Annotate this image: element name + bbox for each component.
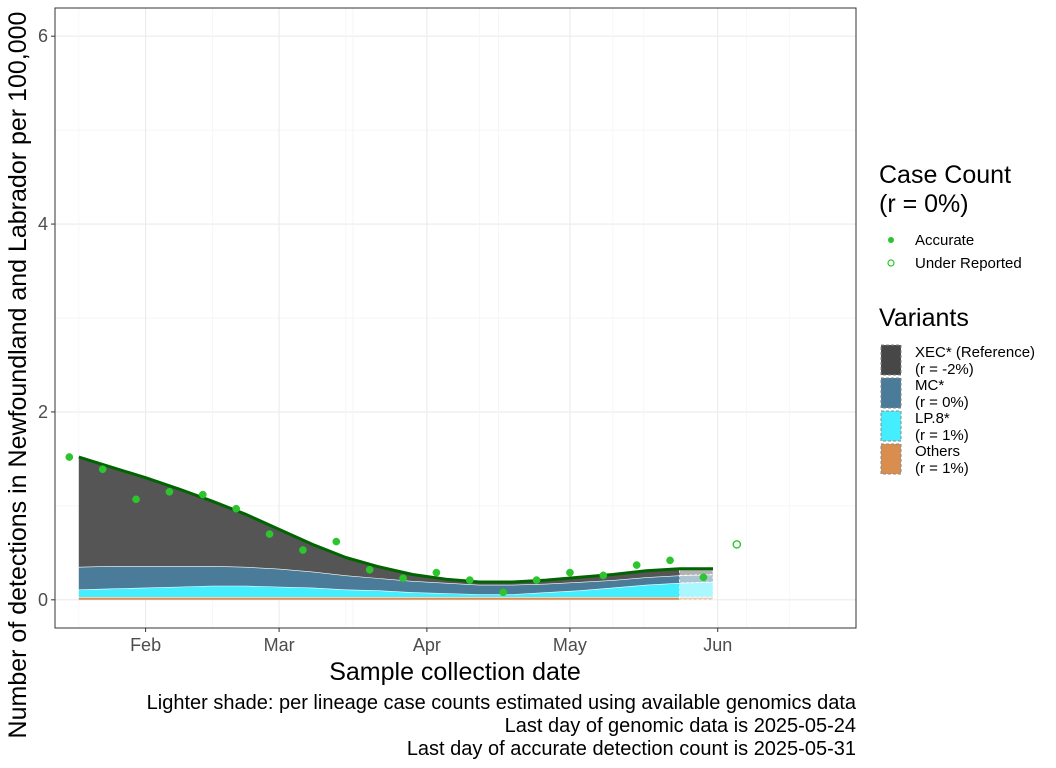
legend-swatch-xec bbox=[880, 344, 902, 376]
trend-line-group bbox=[78, 455, 713, 584]
case-point-accurate bbox=[132, 495, 140, 504]
case-point-accurate bbox=[165, 487, 174, 496]
case-point-accurate bbox=[399, 574, 407, 583]
case-point-accurate bbox=[599, 571, 608, 580]
x-tick-label: Mar bbox=[264, 635, 295, 655]
legend-accurate-marker bbox=[888, 237, 894, 243]
x-tick-label: Apr bbox=[413, 635, 441, 655]
case-point-accurate bbox=[332, 537, 341, 546]
legend-variants: Variants XEC* (Reference) (r = -2%) MC* … bbox=[879, 304, 1035, 477]
case-point-accurate bbox=[465, 576, 474, 584]
case-point-accurate bbox=[65, 453, 74, 461]
area-others bbox=[78, 597, 680, 600]
area-mc bbox=[78, 566, 680, 595]
legend-xec-label: XEC* (Reference) bbox=[915, 344, 1035, 361]
legend-accurate-label: Accurate bbox=[915, 232, 974, 249]
trend-line bbox=[78, 455, 713, 584]
legend-lp8-label: LP.8* bbox=[915, 410, 950, 427]
case-point-accurate bbox=[365, 565, 374, 574]
x-tick-label: Feb bbox=[130, 635, 161, 655]
x-tick-label: Jun bbox=[703, 635, 732, 655]
legend-swatch-others bbox=[880, 443, 902, 475]
variant-areas bbox=[78, 456, 714, 601]
case-point-accurate bbox=[98, 465, 107, 474]
legend-case-count: Case Count (r = 0%) Accurate Under Repor… bbox=[879, 161, 1022, 272]
y-tick-label: 2 bbox=[38, 402, 48, 422]
case-point-accurate bbox=[532, 576, 541, 584]
case-point-under-reported bbox=[732, 540, 742, 549]
legend-others-rate: (r = 1%) bbox=[915, 460, 969, 477]
case-count-points bbox=[65, 453, 742, 597]
y-axis-title: Number of detections in Newfoundland and… bbox=[4, 12, 32, 739]
legend-xec-rate: (r = -2%) bbox=[915, 361, 974, 378]
case-point-accurate bbox=[666, 556, 674, 565]
x-axis-title: Sample collection date bbox=[329, 658, 581, 686]
caption-line-1: Lighter shade: per lineage case counts e… bbox=[147, 692, 857, 714]
area-lp8-estimated bbox=[679, 581, 714, 598]
case-point-accurate bbox=[632, 561, 641, 569]
case-point-accurate bbox=[232, 504, 241, 513]
y-tick-label: 4 bbox=[38, 214, 48, 234]
y-tick-label: 0 bbox=[38, 590, 48, 610]
case-point-accurate bbox=[499, 588, 508, 597]
axis-ticks: 0 2 4 6 Feb Mar Apr May Jun bbox=[38, 26, 732, 655]
area-xec bbox=[78, 457, 680, 585]
legend-variants-title: Variants bbox=[879, 304, 969, 332]
case-point-accurate bbox=[566, 568, 574, 577]
legend-mc-rate: (r = 0%) bbox=[915, 394, 969, 411]
legend-others-label: Others bbox=[915, 443, 960, 460]
plot-panel-border bbox=[54, 7, 857, 629]
legend-lp8-rate: (r = 1%) bbox=[915, 427, 969, 444]
legend-swatch-lp8 bbox=[880, 410, 902, 442]
legend-case-count-title: Case Count bbox=[879, 161, 1011, 189]
legend-mc-label: MC* bbox=[915, 377, 944, 394]
legend-under-reported-marker bbox=[887, 259, 895, 267]
caption-line-2: Last day of genomic data is 2025-05-24 bbox=[505, 715, 856, 737]
case-point-accurate bbox=[432, 568, 441, 577]
x-tick-label: May bbox=[553, 635, 587, 655]
case-point-accurate bbox=[299, 546, 307, 554]
case-point-accurate bbox=[265, 530, 274, 538]
case-point-accurate bbox=[198, 490, 207, 499]
y-tick-label: 6 bbox=[38, 26, 48, 46]
caption-line-3: Last day of accurate detection count is … bbox=[407, 738, 856, 760]
case-point-accurate bbox=[699, 573, 708, 582]
legend-swatch-mc bbox=[880, 377, 902, 409]
legend-under-reported-label: Under Reported bbox=[915, 255, 1022, 272]
legend-case-count-subtitle: (r = 0%) bbox=[879, 190, 969, 218]
